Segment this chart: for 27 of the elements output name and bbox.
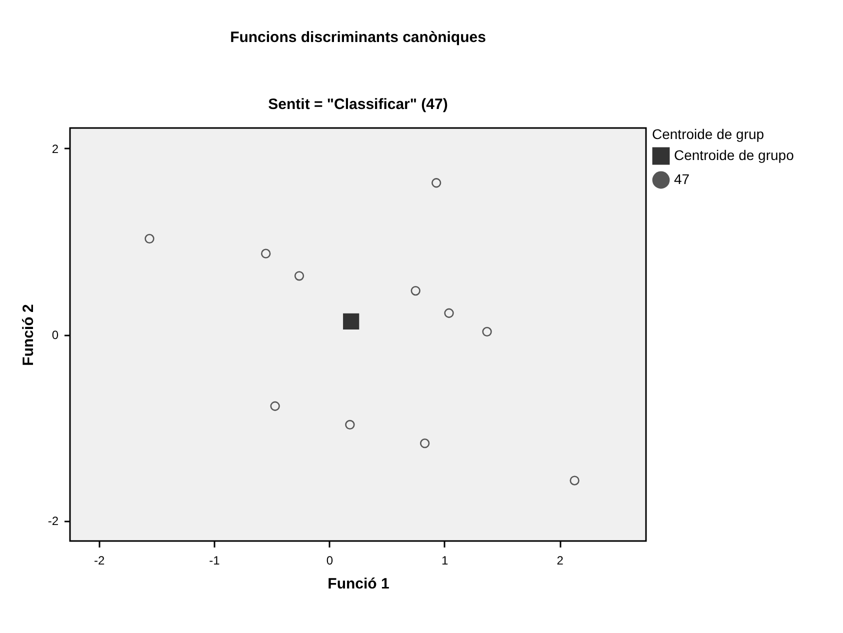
x-tick-label: -1 — [209, 554, 220, 568]
x-tick-label: 0 — [326, 554, 334, 568]
chart-subtitle: Sentit = "Classificar" (47) — [268, 96, 448, 113]
x-tick-label: 2 — [556, 554, 564, 568]
point — [261, 248, 271, 258]
y-axis-title: Funció 2 — [20, 304, 37, 366]
legend-label: Centroide de grupo — [674, 147, 794, 163]
legend-label: 47 — [674, 171, 690, 187]
point — [432, 178, 442, 188]
point — [482, 326, 492, 337]
chart-title: Funcions discriminants canòniques — [230, 29, 486, 46]
x-tick-label: 1 — [442, 554, 449, 568]
x-tick-label: -2 — [94, 554, 105, 568]
point — [270, 401, 280, 411]
point — [144, 234, 154, 244]
point — [410, 286, 420, 296]
point — [345, 420, 355, 430]
point — [294, 271, 304, 281]
point — [444, 308, 454, 318]
legend-title: Centroide de grup — [652, 126, 764, 142]
point — [343, 313, 360, 330]
y-tick-label: 2 — [52, 142, 59, 156]
y-tick-label: 0 — [52, 328, 59, 342]
point — [570, 476, 580, 486]
point — [420, 438, 430, 448]
x-axis-title: Funció 1 — [328, 576, 390, 592]
y-tick-label: -2 — [48, 514, 59, 528]
